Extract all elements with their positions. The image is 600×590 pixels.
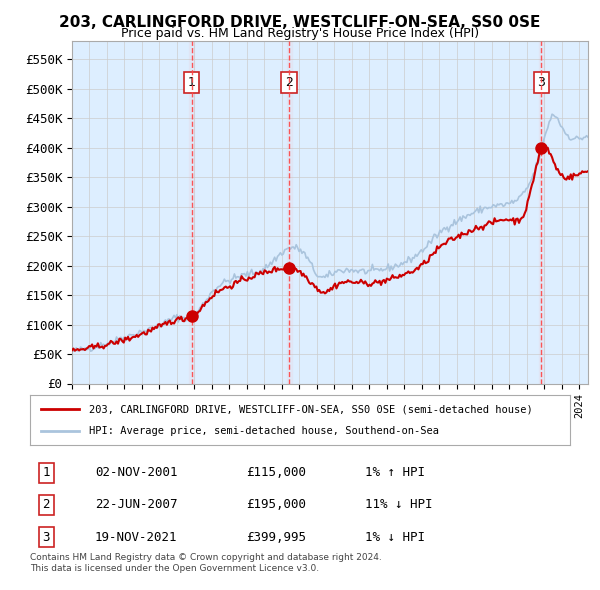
Text: 22-JUN-2007: 22-JUN-2007 — [95, 499, 178, 512]
Text: £115,000: £115,000 — [246, 466, 306, 479]
Text: HPI: Average price, semi-detached house, Southend-on-Sea: HPI: Average price, semi-detached house,… — [89, 427, 439, 437]
Text: £399,995: £399,995 — [246, 530, 306, 543]
Bar — [189, 41, 194, 384]
Text: 203, CARLINGFORD DRIVE, WESTCLIFF-ON-SEA, SS0 0SE (semi-detached house): 203, CARLINGFORD DRIVE, WESTCLIFF-ON-SEA… — [89, 404, 533, 414]
Text: 3: 3 — [43, 530, 50, 543]
Text: 2: 2 — [285, 76, 293, 89]
Text: £195,000: £195,000 — [246, 499, 306, 512]
Text: 1: 1 — [43, 466, 50, 479]
Text: 02-NOV-2001: 02-NOV-2001 — [95, 466, 178, 479]
Bar — [539, 41, 544, 384]
Text: 2: 2 — [43, 499, 50, 512]
Text: Contains HM Land Registry data © Crown copyright and database right 2024.
This d: Contains HM Land Registry data © Crown c… — [30, 553, 382, 573]
Text: 1% ↓ HPI: 1% ↓ HPI — [365, 530, 425, 543]
Text: 11% ↓ HPI: 11% ↓ HPI — [365, 499, 432, 512]
Bar — [287, 41, 292, 384]
Text: 1% ↑ HPI: 1% ↑ HPI — [365, 466, 425, 479]
Text: 3: 3 — [538, 76, 545, 89]
Text: 203, CARLINGFORD DRIVE, WESTCLIFF-ON-SEA, SS0 0SE: 203, CARLINGFORD DRIVE, WESTCLIFF-ON-SEA… — [59, 15, 541, 30]
Text: 19-NOV-2021: 19-NOV-2021 — [95, 530, 178, 543]
Text: 1: 1 — [188, 76, 196, 89]
Text: Price paid vs. HM Land Registry's House Price Index (HPI): Price paid vs. HM Land Registry's House … — [121, 27, 479, 40]
